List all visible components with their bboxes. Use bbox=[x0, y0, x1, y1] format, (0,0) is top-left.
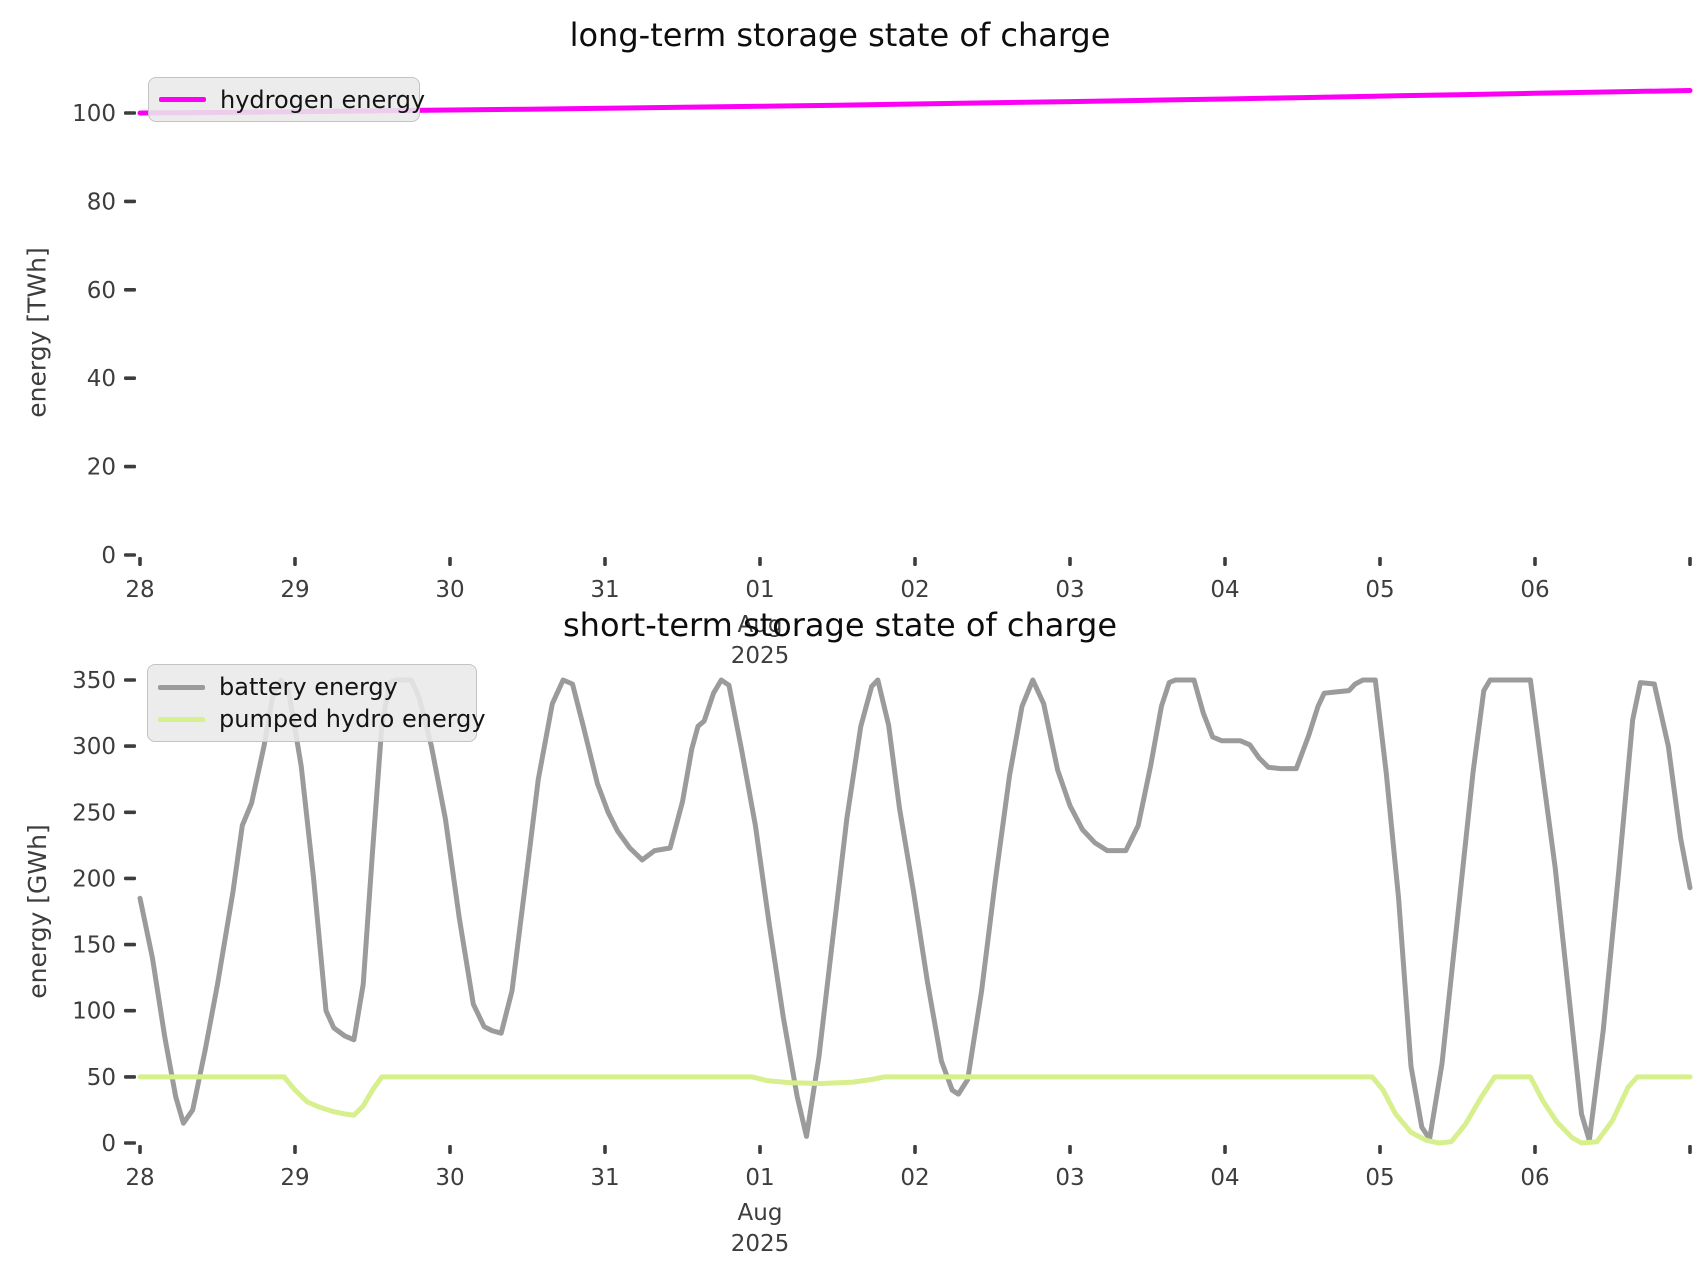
x-tick-label: 28 bbox=[125, 577, 154, 603]
legend-label-pumped-hydro-energy: pumped hydro energy bbox=[219, 705, 486, 733]
legend-row: pumped hydro energy bbox=[158, 703, 486, 735]
x-tick-dash bbox=[1533, 1145, 1537, 1154]
x-tick-dash bbox=[1378, 557, 1382, 566]
x-axis-month-year-label: 2025 bbox=[731, 643, 790, 669]
hydrogen-energy-swatch bbox=[159, 97, 206, 102]
x-tick-label: 01 bbox=[745, 1165, 774, 1191]
long-term-legend: hydrogen energy bbox=[148, 77, 425, 122]
x-tick-dash bbox=[448, 1145, 452, 1154]
pumped-hydro-energy-swatch bbox=[158, 716, 205, 722]
y-tick-label: 50 bbox=[87, 1065, 116, 1091]
legend-row: hydrogen energy bbox=[159, 84, 425, 115]
x-tick-dash bbox=[1068, 557, 1072, 566]
x-tick-label: 30 bbox=[435, 1165, 464, 1191]
x-tick-label: 05 bbox=[1365, 577, 1394, 603]
x-tick-dash bbox=[448, 557, 452, 566]
x-axis-month-year-label: Aug bbox=[738, 612, 783, 638]
x-tick-label: 29 bbox=[280, 1165, 309, 1191]
x-tick-label: 31 bbox=[590, 577, 619, 603]
series-line-pumped-hydro-energy bbox=[137, 1074, 1693, 1146]
y-tick-dash bbox=[124, 464, 136, 469]
legend-label-hydrogen-energy: hydrogen energy bbox=[220, 85, 426, 114]
battery-energy-swatch bbox=[158, 684, 205, 690]
x-tick-label: 04 bbox=[1210, 1165, 1239, 1191]
x-tick-label: 02 bbox=[900, 577, 929, 603]
x-tick-dash bbox=[1688, 557, 1692, 566]
y-tick-label: 150 bbox=[72, 933, 116, 959]
x-tick-dash bbox=[913, 1145, 917, 1154]
x-axis-month-year-label: 2025 bbox=[731, 1231, 790, 1257]
x-tick-dash bbox=[1068, 1145, 1072, 1154]
x-tick-dash bbox=[1223, 557, 1227, 566]
y-tick-dash bbox=[124, 1008, 136, 1013]
x-tick-dash bbox=[293, 557, 297, 566]
y-tick-label: 100 bbox=[72, 101, 116, 127]
x-tick-dash bbox=[1223, 1145, 1227, 1154]
short-term-legend: battery energy pumped hydro energy bbox=[147, 664, 486, 742]
y-tick-label: 20 bbox=[87, 455, 116, 481]
x-tick-dash bbox=[603, 557, 607, 566]
y-tick-label: 60 bbox=[87, 278, 116, 304]
long-term-chart-title: long-term storage state of charge bbox=[569, 16, 1111, 54]
y-tick-label: 300 bbox=[72, 734, 116, 760]
y-tick-label: 100 bbox=[72, 999, 116, 1025]
x-tick-label: 29 bbox=[280, 577, 309, 603]
y-tick-dash bbox=[124, 199, 136, 204]
x-tick-label: 03 bbox=[1055, 1165, 1084, 1191]
y-tick-dash bbox=[124, 1141, 136, 1145]
legend-row: battery energy bbox=[158, 671, 462, 703]
x-tick-label: 06 bbox=[1520, 577, 1549, 603]
x-tick-dash bbox=[293, 1145, 297, 1154]
short-term-y-axis-label: energy [GWh] bbox=[23, 824, 52, 999]
x-tick-label: 28 bbox=[125, 1165, 154, 1191]
legend-label-battery-energy: battery energy bbox=[219, 673, 398, 701]
x-tick-label: 03 bbox=[1055, 577, 1084, 603]
x-tick-dash bbox=[138, 1145, 142, 1154]
x-tick-dash bbox=[758, 557, 762, 566]
x-tick-label: 31 bbox=[590, 1165, 619, 1191]
x-tick-label: 06 bbox=[1520, 1165, 1549, 1191]
y-tick-label: 80 bbox=[87, 189, 116, 215]
y-tick-label: 350 bbox=[72, 668, 116, 694]
long-term-y-axis-label: energy [TWh] bbox=[22, 247, 52, 418]
y-tick-label: 0 bbox=[101, 543, 116, 569]
x-tick-dash bbox=[758, 1145, 762, 1154]
y-tick-label: 0 bbox=[101, 1131, 116, 1157]
y-tick-label: 40 bbox=[87, 366, 116, 392]
y-tick-label: 200 bbox=[72, 866, 116, 892]
y-tick-label: 250 bbox=[72, 800, 116, 826]
y-tick-dash bbox=[124, 1075, 136, 1079]
x-tick-dash bbox=[1533, 557, 1537, 566]
x-tick-dash bbox=[913, 557, 917, 566]
y-tick-dash bbox=[124, 111, 136, 115]
y-tick-dash bbox=[124, 553, 136, 557]
x-tick-label: 30 bbox=[435, 577, 464, 603]
x-tick-label: 02 bbox=[900, 1165, 929, 1191]
x-tick-label: 04 bbox=[1210, 577, 1239, 603]
x-tick-label: 01 bbox=[745, 577, 774, 603]
y-tick-dash bbox=[124, 876, 136, 881]
x-tick-dash bbox=[1378, 1145, 1382, 1154]
x-tick-dash bbox=[1688, 1145, 1692, 1154]
y-tick-dash bbox=[124, 942, 136, 947]
x-axis-month-year-label: Aug bbox=[738, 1200, 783, 1226]
series-line-battery-energy bbox=[137, 677, 1693, 1143]
x-tick-label: 05 bbox=[1365, 1165, 1394, 1191]
x-tick-dash bbox=[603, 1145, 607, 1154]
y-tick-dash bbox=[124, 288, 136, 292]
y-tick-dash bbox=[124, 744, 136, 748]
y-tick-dash bbox=[124, 678, 136, 682]
y-tick-dash bbox=[124, 810, 136, 815]
y-tick-dash bbox=[124, 376, 136, 380]
short-term-chart-title: short-term storage state of charge bbox=[562, 606, 1117, 644]
x-tick-dash bbox=[138, 557, 142, 566]
